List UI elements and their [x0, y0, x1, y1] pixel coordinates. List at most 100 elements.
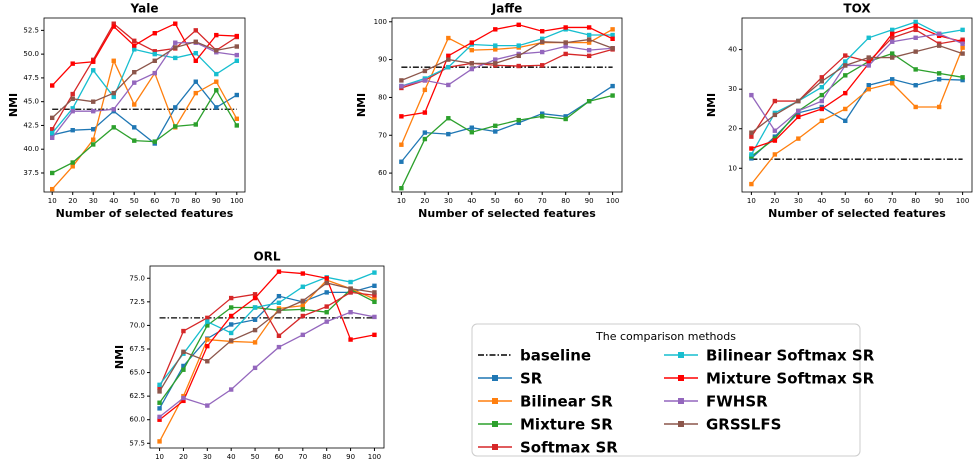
- legend-label: GRSSLFS: [706, 416, 781, 434]
- point-marker: [111, 24, 116, 29]
- point-marker: [234, 58, 239, 63]
- point-marker: [422, 68, 428, 74]
- point-marker: [422, 78, 428, 83]
- point-marker: [399, 159, 404, 164]
- point-marker: [324, 280, 329, 286]
- point-marker: [252, 295, 258, 301]
- point-marker: [157, 385, 162, 390]
- series-line: [751, 25, 963, 150]
- point-marker: [70, 164, 75, 169]
- point-marker: [324, 310, 329, 315]
- x-tick-label: 20: [770, 197, 779, 205]
- x-tick-label: 100: [230, 197, 243, 205]
- point-marker: [586, 40, 592, 45]
- x-tick-label: 90: [935, 197, 944, 205]
- series-line: [51, 48, 238, 134]
- x-tick-label: 70: [888, 197, 897, 205]
- plot-area: [149, 265, 385, 449]
- series-line: [51, 22, 238, 130]
- point-marker: [843, 106, 848, 112]
- point-marker: [446, 82, 451, 88]
- point-marker: [372, 290, 377, 295]
- y-tick-label: 80: [378, 93, 387, 101]
- series-line: [750, 78, 963, 159]
- y-tick-label: 52.5: [23, 26, 39, 34]
- point-marker: [132, 125, 137, 130]
- point-marker: [936, 104, 942, 110]
- point-marker: [610, 46, 615, 51]
- point-marker: [214, 71, 219, 77]
- point-marker: [890, 27, 895, 33]
- series-line: [51, 22, 237, 86]
- series-line: [158, 282, 375, 392]
- point-marker: [214, 88, 219, 93]
- series-line: [51, 42, 237, 139]
- point-marker: [866, 35, 871, 40]
- point-marker: [819, 118, 824, 124]
- point-marker: [913, 35, 918, 40]
- point-marker: [205, 315, 210, 321]
- point-marker: [111, 90, 116, 96]
- plot-area: [391, 17, 623, 193]
- point-marker: [796, 136, 801, 141]
- y-tick-label: 30: [728, 85, 737, 93]
- legend-label: baseline: [520, 347, 591, 365]
- point-marker: [422, 130, 428, 135]
- point-marker: [913, 83, 918, 88]
- point-marker: [70, 96, 75, 102]
- series-line: [159, 270, 375, 421]
- point-marker: [111, 21, 116, 26]
- point-marker: [252, 365, 258, 371]
- point-marker: [348, 290, 353, 295]
- point-marker: [960, 27, 965, 33]
- point-marker: [372, 296, 377, 302]
- point-marker: [493, 27, 498, 32]
- point-marker: [446, 116, 451, 121]
- point-marker: [493, 129, 498, 134]
- point-marker: [586, 37, 592, 42]
- series-line: [401, 38, 613, 82]
- point-marker: [111, 107, 116, 112]
- point-marker: [446, 35, 451, 41]
- x-tick-label: 40: [467, 197, 476, 205]
- point-marker: [228, 387, 234, 392]
- point-marker: [193, 58, 198, 63]
- x-tick-label: 100: [606, 197, 619, 205]
- point-marker: [446, 131, 451, 137]
- point-marker: [772, 128, 778, 133]
- point-marker: [540, 114, 545, 119]
- point-marker: [173, 55, 178, 61]
- point-marker: [866, 86, 871, 92]
- point-marker: [324, 304, 329, 309]
- series-line: [750, 21, 963, 155]
- legend-marker: [492, 421, 498, 427]
- point-marker: [157, 400, 162, 405]
- point-marker: [372, 314, 377, 320]
- point-marker: [610, 32, 615, 38]
- point-marker: [132, 138, 137, 143]
- point-marker: [70, 108, 75, 114]
- x-tick-label: 30: [89, 197, 98, 205]
- point-marker: [540, 63, 545, 68]
- point-marker: [422, 136, 428, 142]
- point-marker: [234, 116, 239, 121]
- x-tick-label: 90: [346, 453, 355, 461]
- point-marker: [493, 123, 498, 129]
- x-tick-label: 60: [864, 197, 873, 205]
- point-marker: [586, 53, 592, 59]
- x-tick-label: 10: [155, 453, 164, 461]
- series-line: [52, 80, 238, 145]
- point-marker: [348, 337, 353, 342]
- series-line: [750, 29, 963, 137]
- point-marker: [586, 25, 592, 30]
- point-marker: [111, 94, 116, 100]
- point-marker: [205, 337, 210, 342]
- point-marker: [586, 47, 592, 53]
- point-marker: [300, 307, 306, 312]
- y-tick-label: 60: [378, 169, 387, 177]
- point-marker: [866, 63, 871, 68]
- point-marker: [890, 31, 895, 37]
- x-tick-label: 80: [561, 197, 570, 205]
- x-tick-label: 80: [322, 453, 331, 461]
- chart-title: ORL: [253, 250, 280, 264]
